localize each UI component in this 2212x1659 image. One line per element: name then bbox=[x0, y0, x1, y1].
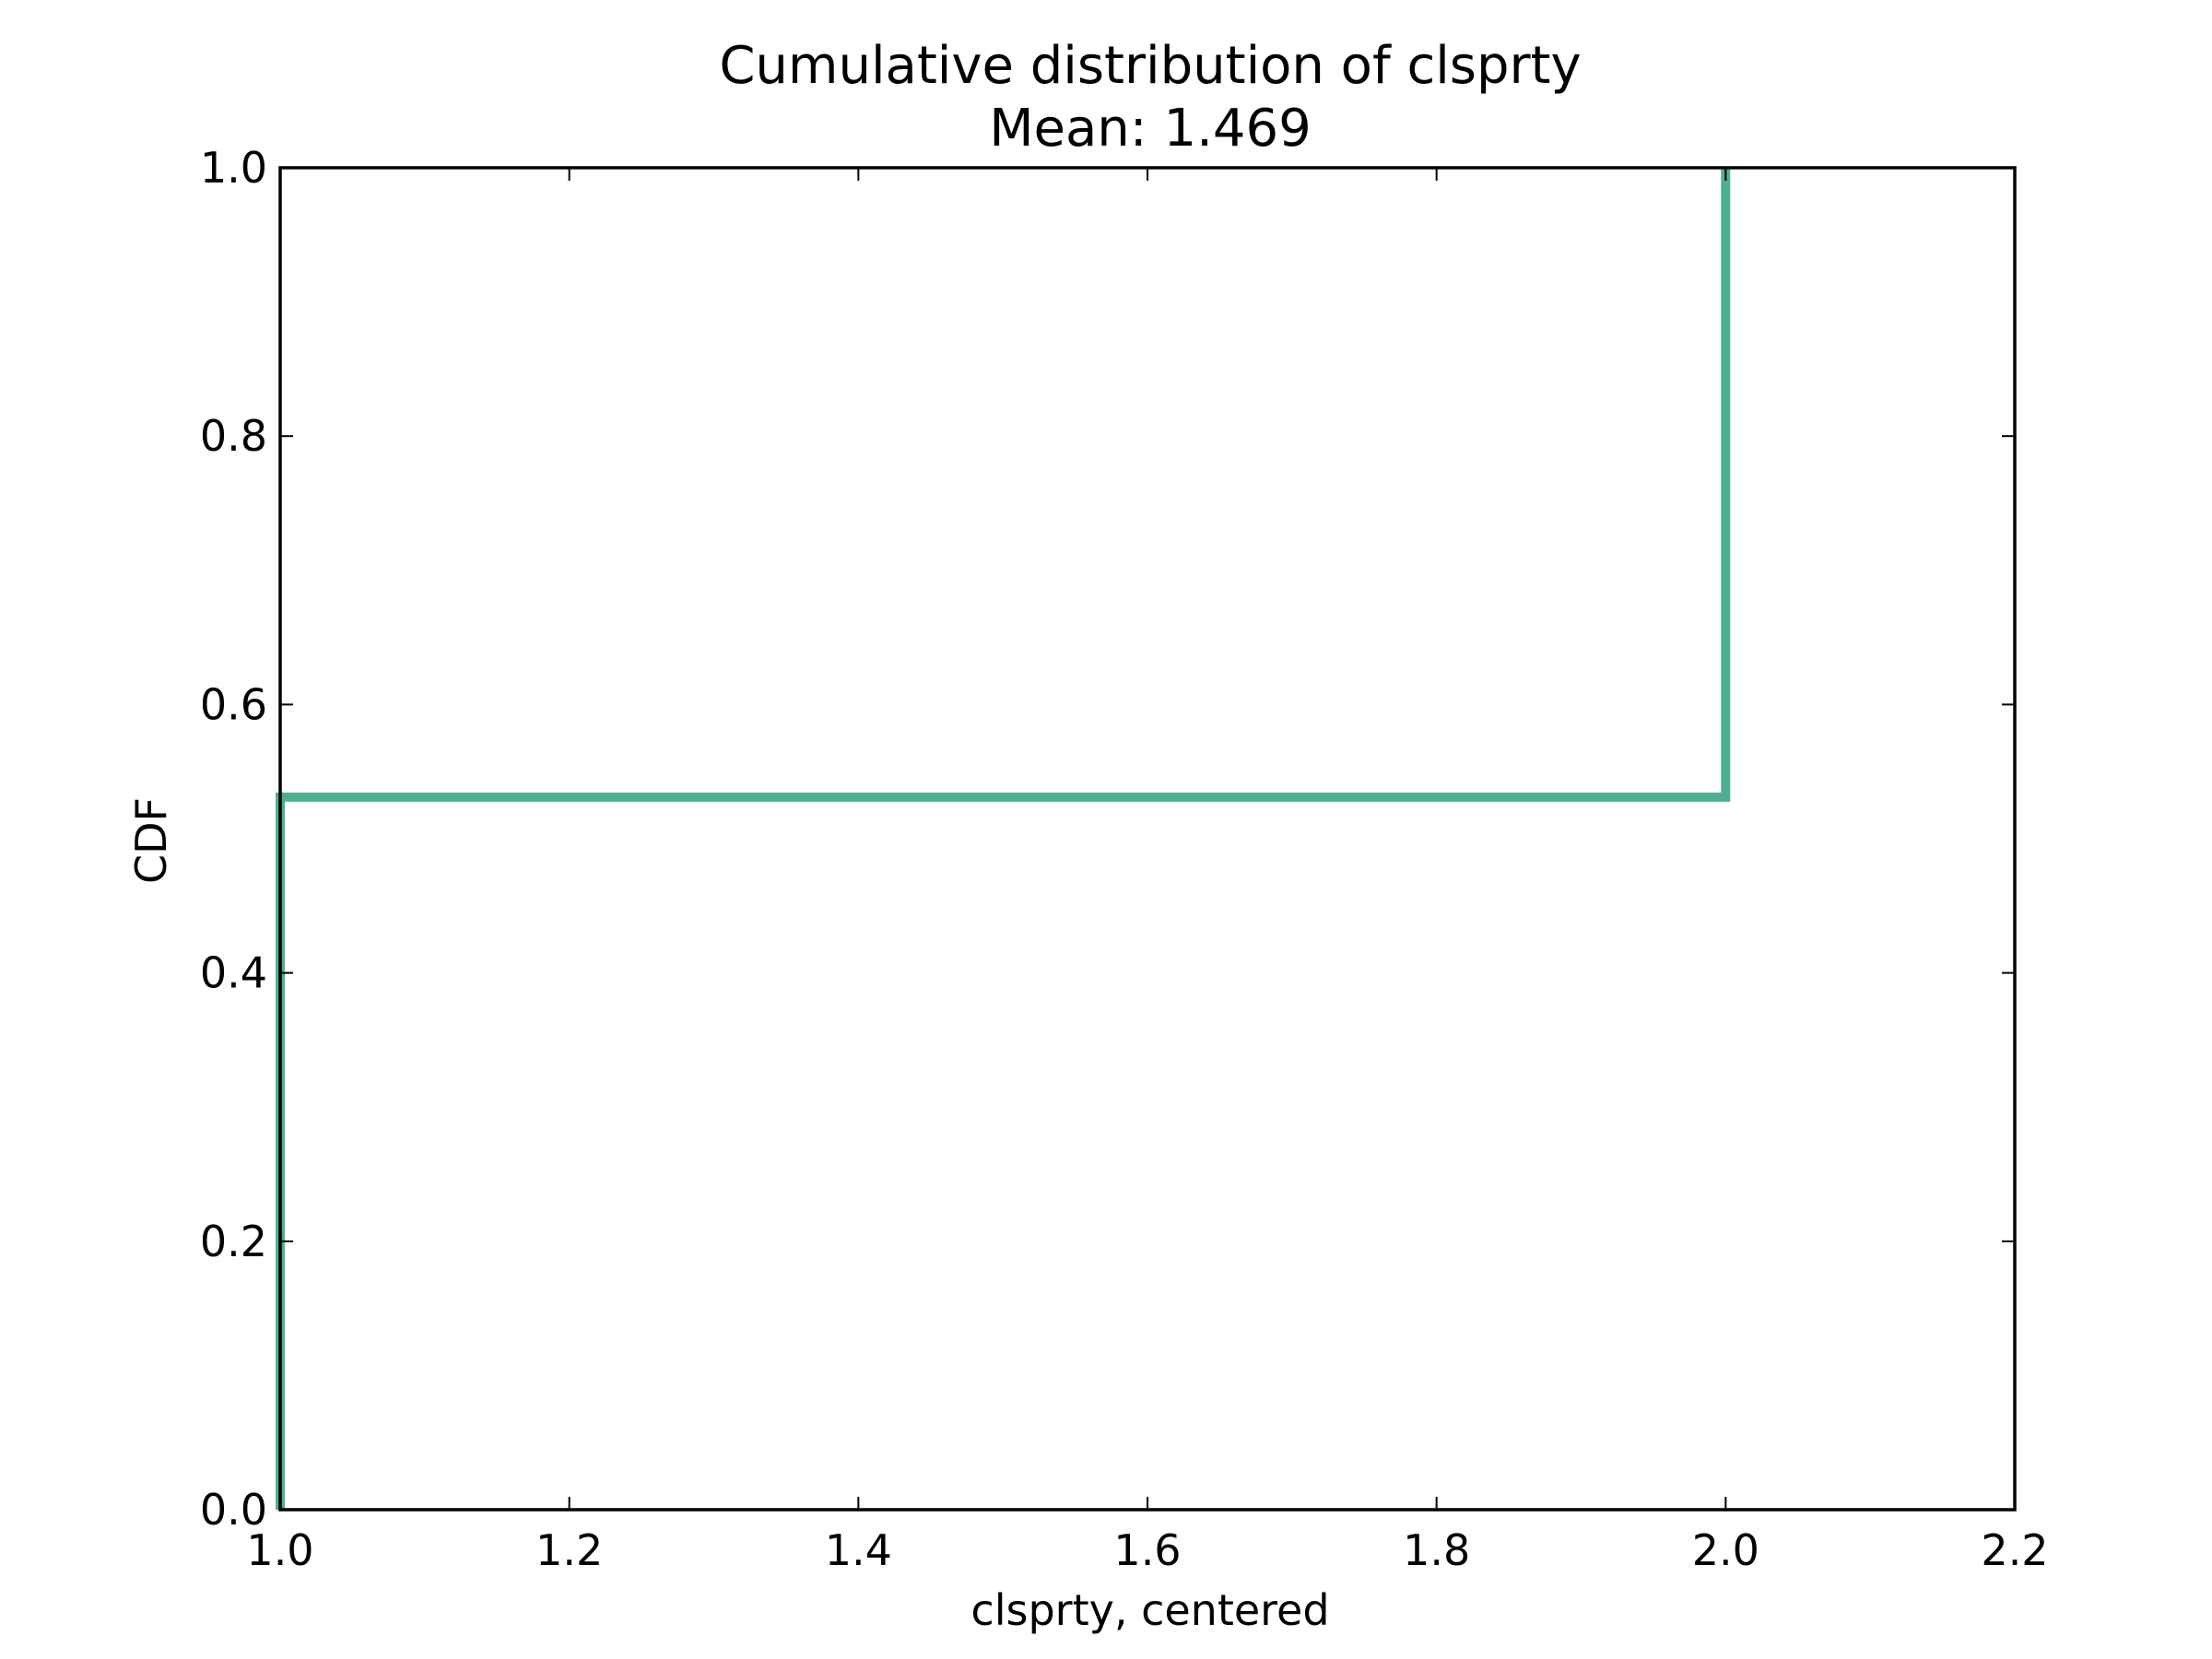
plot-frame bbox=[278, 166, 2017, 1512]
x-tick-label: 1.8 bbox=[1403, 1525, 1470, 1575]
y-tick-label: 0.0 bbox=[200, 1485, 267, 1535]
x-axis: 1.0 1.2 1.4 1.6 1.8 2.0 2.2 bbox=[246, 168, 2049, 1575]
x-tick-label: 1.0 bbox=[246, 1525, 313, 1575]
y-tick-label: 0.4 bbox=[200, 948, 267, 998]
x-axis-label: clsprty, centered bbox=[971, 1585, 1329, 1635]
y-tick-label: 0.2 bbox=[200, 1217, 267, 1266]
y-tick-label: 1.0 bbox=[200, 143, 267, 193]
x-tick-label: 1.2 bbox=[535, 1525, 603, 1575]
y-tick-label: 0.6 bbox=[200, 679, 267, 729]
x-tick-label: 2.0 bbox=[1692, 1525, 1759, 1575]
y-axis: 0.0 0.2 0.4 0.6 0.8 1.0 bbox=[200, 143, 2015, 1535]
x-tick-label: 1.6 bbox=[1113, 1525, 1181, 1575]
y-axis-label: CDF bbox=[126, 797, 176, 884]
chart-title: Cumulative distribution of clsprty bbox=[719, 36, 1581, 96]
chart-subtitle: Mean: 1.469 bbox=[989, 99, 1312, 159]
x-tick-label: 1.4 bbox=[825, 1525, 892, 1575]
x-tick-label: 2.2 bbox=[1981, 1525, 2048, 1575]
y-tick-label: 0.8 bbox=[200, 411, 267, 461]
